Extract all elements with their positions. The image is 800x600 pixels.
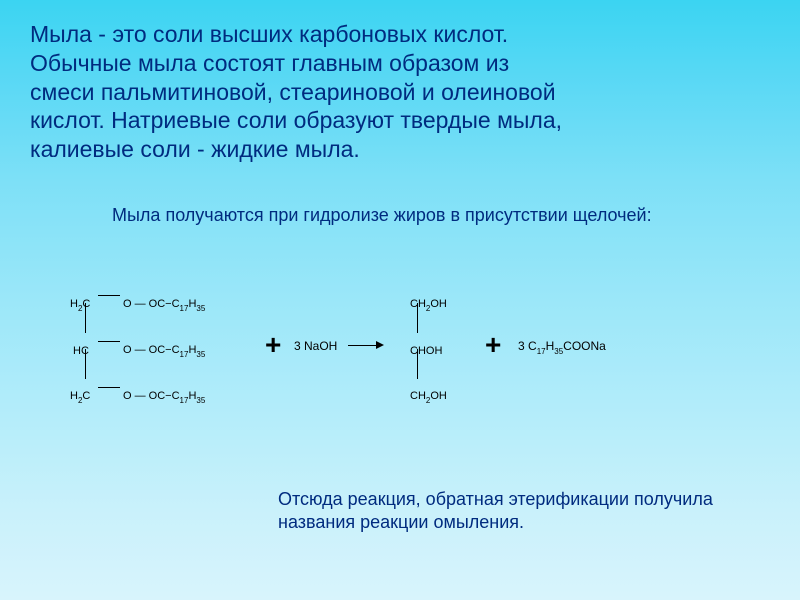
chain-label: O — OC−C17H35 [123,298,205,312]
chain-label: O — OC−C17H35 [123,344,205,358]
triglyceride: H2C O — OC−C17H35 HC O — OC−C17H35 H2C [70,285,260,405]
atom-label: HC [73,345,89,357]
intro-paragraph: Мыла - это соли высших карбоновых кислот… [30,20,570,164]
plus-sign: + [485,329,501,361]
reaction-diagram: H2C O — OC−C17H35 HC O — OC−C17H35 H2C [70,285,730,435]
bond-horizontal [98,387,120,388]
plus-sign: + [265,329,281,361]
bond-horizontal [98,295,120,296]
glycerol: CH2OH CHOH CH2OH [410,285,480,405]
atom-label: H2C [70,298,90,312]
hydrolysis-note: Мыла получаются при гидролизе жиров в пр… [112,204,732,227]
product-label: 3 C17H35COONa [518,339,606,355]
saponification-note: Отсюда реакция, обратная этерификации по… [278,488,778,535]
chain-label: O — OC−C17H35 [123,390,205,404]
reagent-label: 3 NaOH [294,339,337,353]
atom-label: CH2OH [410,298,447,312]
atom-label: H2C [70,390,90,404]
atom-label: CHOH [410,345,442,357]
atom-label: CH2OH [410,390,447,404]
bond-horizontal [98,341,120,342]
